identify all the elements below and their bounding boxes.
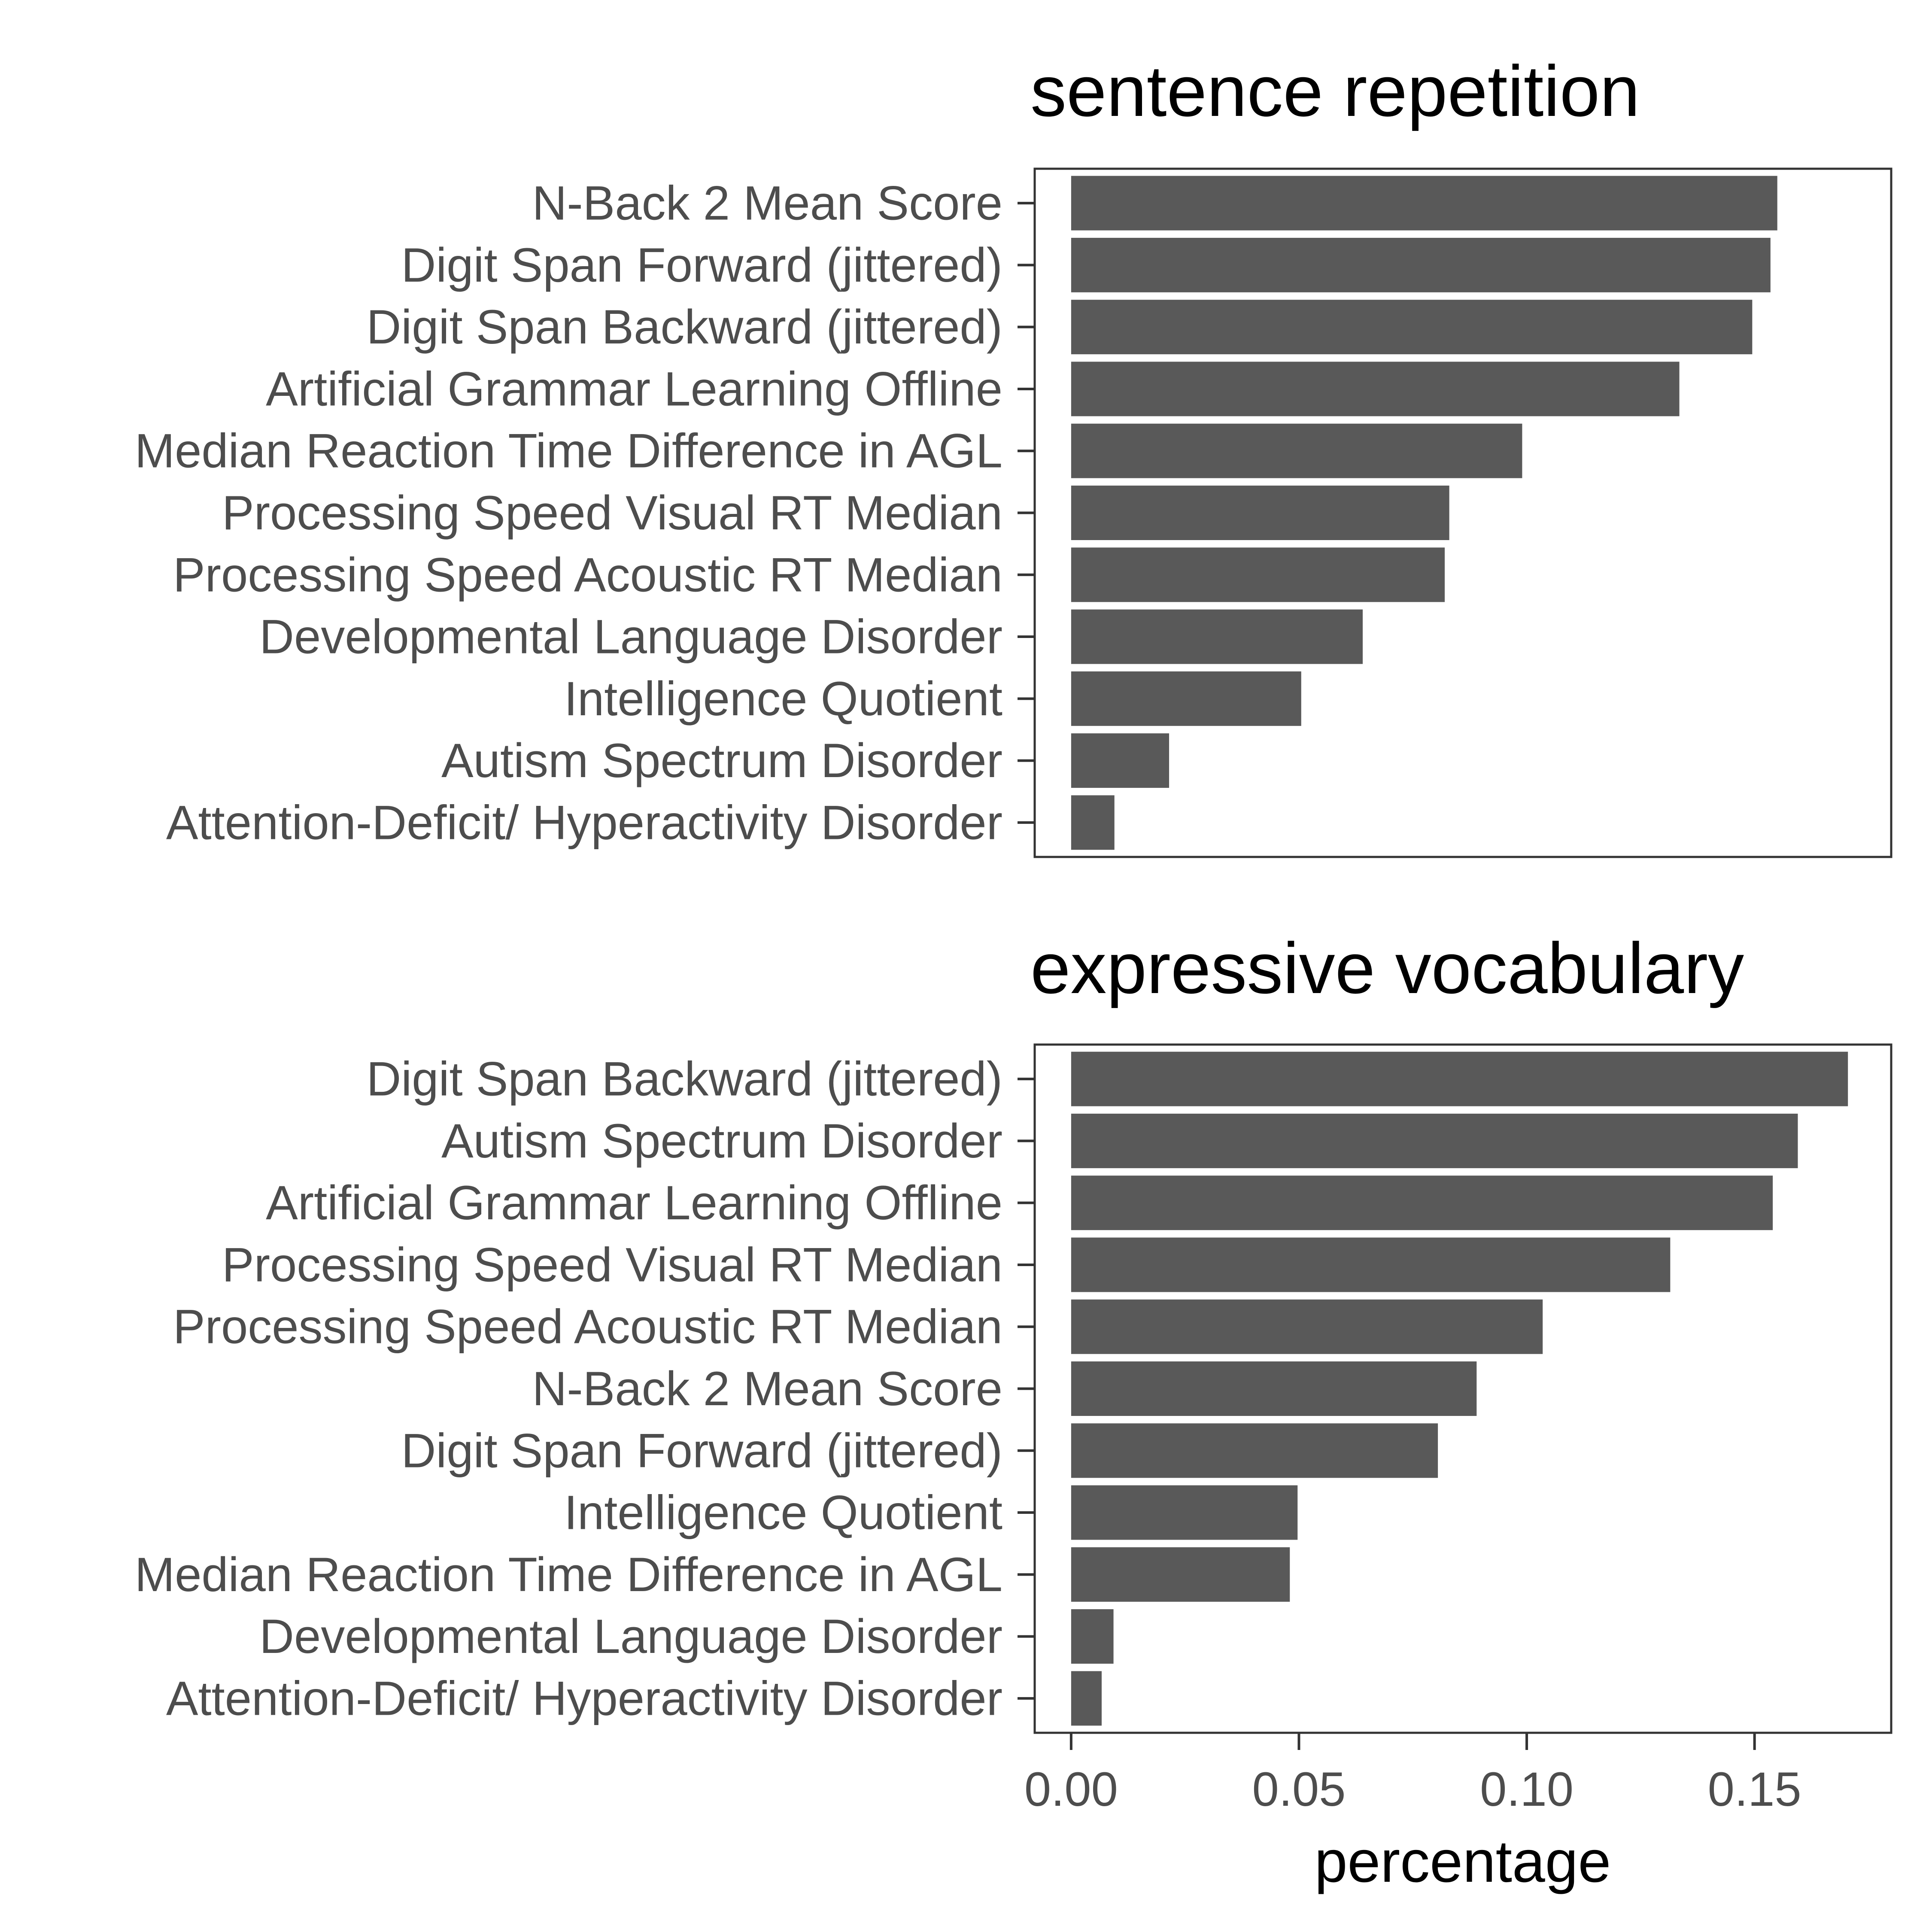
- panel-expressive-vocabulary: expressive vocabulary Digit Span Backwar…: [135, 928, 1893, 1895]
- bar-group: [1071, 1051, 1848, 1726]
- x-axis-title: percentage: [1315, 1829, 1611, 1895]
- x-tick-label: 0.05: [1252, 1762, 1346, 1816]
- bar: [1071, 1423, 1438, 1478]
- category-label: Autism Spectrum Disorder: [441, 1114, 1002, 1168]
- bar: [1071, 795, 1115, 850]
- bar: [1071, 1609, 1114, 1664]
- bar: [1071, 486, 1449, 540]
- panel-title: expressive vocabulary: [1030, 928, 1744, 1009]
- bar: [1071, 1547, 1290, 1602]
- plot-frame: [1033, 1043, 1893, 1734]
- category-label: Median Reaction Time Difference in AGL: [135, 424, 1002, 478]
- category-label: Digit Span Backward (jittered): [367, 300, 1002, 354]
- category-label: N-Back 2 Mean Score: [532, 176, 1002, 230]
- x-tick-label: 0.00: [1024, 1762, 1118, 1816]
- bar: [1071, 671, 1301, 726]
- bar: [1071, 176, 1777, 231]
- category-label: Digit Span Forward (jittered): [401, 238, 1003, 292]
- plot-frame: [1033, 167, 1893, 858]
- x-axis: 0.00 0.05 0.10 0.15: [1024, 1733, 1801, 1816]
- x-tick-label: 0.10: [1480, 1762, 1574, 1816]
- bar: [1071, 361, 1680, 416]
- category-label: Processing Speed Acoustic RT Median: [173, 1300, 1002, 1354]
- category-label: Processing Speed Visual RT Median: [222, 486, 1002, 540]
- bar: [1071, 237, 1771, 292]
- bar: [1071, 1299, 1543, 1354]
- category-labels: N-Back 2 Mean Score Digit Span Forward (j…: [135, 176, 1035, 849]
- category-label: Attention-Deficit/ Hyperactivity Disorde…: [166, 796, 1002, 849]
- bar: [1071, 423, 1522, 478]
- bar: [1071, 609, 1363, 664]
- bar: [1071, 1176, 1773, 1230]
- category-label: Processing Speed Acoustic RT Median: [173, 548, 1002, 601]
- bar: [1071, 1671, 1102, 1726]
- category-label: Intelligence Quotient: [564, 672, 1002, 726]
- category-label: Autism Spectrum Disorder: [441, 734, 1002, 787]
- x-tick-label: 0.15: [1708, 1762, 1801, 1816]
- category-label: Artificial Grammar Learning Offline: [266, 362, 1002, 416]
- bar: [1071, 1113, 1798, 1168]
- category-label: Digit Span Forward (jittered): [401, 1424, 1003, 1477]
- category-label: Median Reaction Time Difference in AGL: [135, 1548, 1002, 1601]
- panel-sentence-repetition: sentence repetition N-Back 2 Mean Score D…: [135, 51, 1893, 858]
- bar: [1071, 547, 1445, 602]
- bar: [1071, 1485, 1298, 1540]
- category-label: N-Back 2 Mean Score: [532, 1362, 1002, 1416]
- category-label: Processing Speed Visual RT Median: [222, 1238, 1002, 1291]
- panel-title: sentence repetition: [1030, 51, 1640, 131]
- category-label: Intelligence Quotient: [564, 1486, 1002, 1540]
- category-label: Developmental Language Disorder: [259, 610, 1002, 664]
- bar: [1071, 1237, 1671, 1292]
- bar: [1071, 733, 1170, 788]
- bar: [1071, 1051, 1848, 1106]
- bar: [1071, 300, 1753, 355]
- bar: [1071, 1361, 1477, 1416]
- bar-group: [1071, 176, 1777, 850]
- category-labels: Digit Span Backward (jittered) Autism Spe…: [135, 1052, 1035, 1725]
- category-label: Digit Span Backward (jittered): [367, 1052, 1002, 1106]
- category-label: Developmental Language Disorder: [259, 1610, 1002, 1663]
- category-label: Artificial Grammar Learning Offline: [266, 1176, 1002, 1230]
- category-label: Attention-Deficit/ Hyperactivity Disorde…: [166, 1671, 1002, 1725]
